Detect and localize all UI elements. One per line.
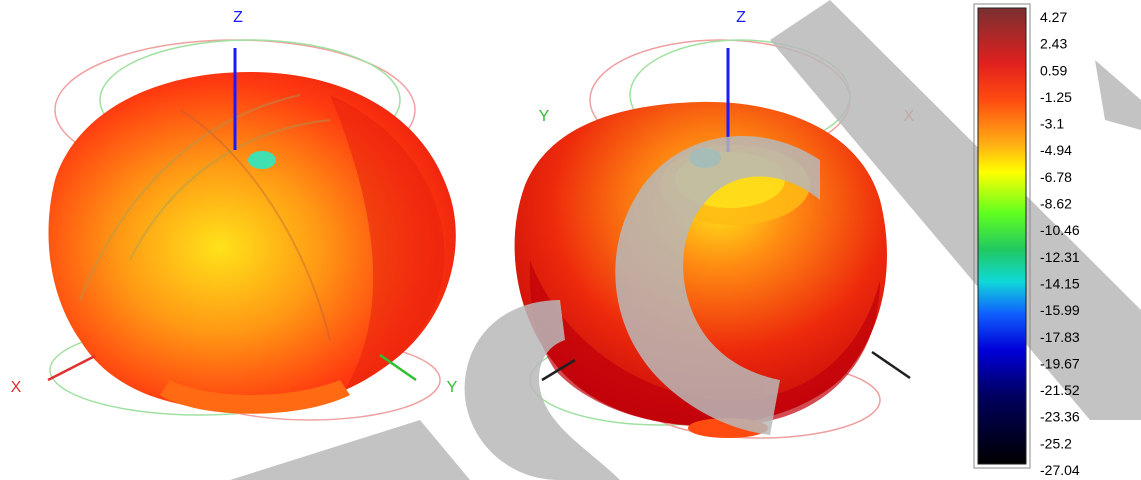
colorbar-tick-label: -1.25 bbox=[1040, 89, 1072, 105]
colorbar: 4.27 2.43 0.59 -1.25 -3.1 -4.94 -6.78 -8.62 -10.… bbox=[973, 3, 1080, 478]
colorbar-gradient bbox=[977, 7, 1027, 465]
surface-line bbox=[179, 109, 331, 341]
colorbar-tick-label: -12.31 bbox=[1040, 249, 1080, 265]
watermark-c2 bbox=[464, 300, 620, 480]
x-axis-left bbox=[47, 354, 96, 382]
watermark-band-low bbox=[230, 420, 470, 480]
colorbar-tick-label: -27.04 bbox=[1040, 462, 1080, 478]
colorbar-tick-label: -23.36 bbox=[1040, 409, 1080, 425]
watermark bbox=[230, 0, 1141, 480]
colorbar-tick-label: 4.27 bbox=[1040, 9, 1067, 25]
y-axis-label-right: Y bbox=[539, 108, 550, 125]
x-axis-label-left: X bbox=[11, 379, 22, 396]
lobe-left-bottom bbox=[160, 380, 350, 414]
surface-line bbox=[79, 94, 301, 301]
colorbar-tick-label: -10.46 bbox=[1040, 222, 1080, 238]
surface-line bbox=[129, 119, 331, 261]
colorbar-tick-label: -21.52 bbox=[1040, 382, 1080, 398]
y-axis-right-stub bbox=[541, 358, 576, 382]
colorbar-ticks: 4.27 2.43 0.59 -1.25 -3.1 -4.94 -6.78 -8.62 -10.… bbox=[1040, 9, 1080, 478]
watermark-c bbox=[615, 136, 820, 435]
colorbar-tick-label: -6.78 bbox=[1040, 169, 1072, 185]
colorbar-tick-label: -3.1 bbox=[1040, 116, 1064, 132]
pattern-view-left: Z X Y bbox=[11, 9, 458, 421]
colorbar-frame bbox=[973, 3, 1031, 469]
x-axis-right-stub bbox=[871, 350, 911, 380]
colorbar-tick-label: 0.59 bbox=[1040, 62, 1067, 78]
z-axis-label-right: Z bbox=[736, 9, 746, 26]
colorbar-tick-label: -25.2 bbox=[1040, 435, 1072, 451]
lobe-right-shade bbox=[529, 260, 880, 427]
null-spot-left bbox=[248, 151, 276, 169]
colorbar-tick-label: -19.67 bbox=[1040, 355, 1080, 371]
lobe-left-shade bbox=[330, 95, 445, 390]
y-axis-left bbox=[379, 353, 417, 382]
colorbar-tick-label: -4.94 bbox=[1040, 142, 1072, 158]
watermark-band bbox=[770, 0, 1141, 420]
watermark-tri bbox=[1095, 60, 1141, 130]
colorbar-tick-label: 2.43 bbox=[1040, 36, 1067, 52]
z-axis-label-left: Z bbox=[233, 9, 243, 26]
y-axis-label-left: Y bbox=[447, 379, 458, 396]
colorbar-tick-label: -14.15 bbox=[1040, 275, 1080, 291]
colorbar-tick-label: -8.62 bbox=[1040, 196, 1072, 212]
colorbar-tick-label: -15.99 bbox=[1040, 302, 1080, 318]
colorbar-tick-label: -17.83 bbox=[1040, 329, 1080, 345]
